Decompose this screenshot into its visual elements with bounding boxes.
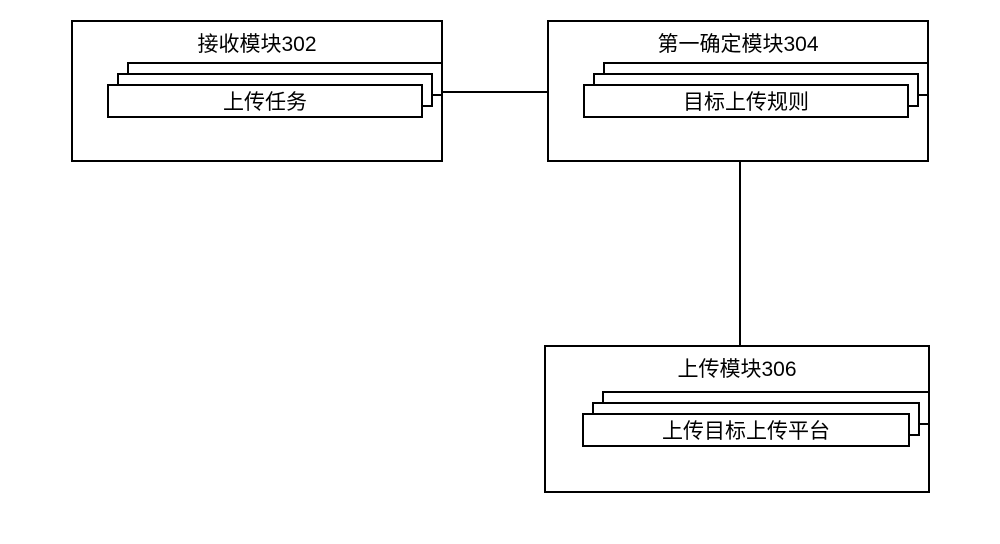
connector-determine-upload	[739, 162, 741, 345]
stack-layer-front: 上传任务	[107, 84, 423, 118]
module-upload: 上传模块306 上传目标上传平台	[544, 345, 930, 493]
stack-label: 上传任务	[223, 86, 307, 116]
module-receive-title: 接收模块302	[73, 28, 441, 58]
stack-layer-front: 上传目标上传平台	[582, 413, 910, 447]
module-upload-title: 上传模块306	[546, 353, 928, 383]
stack-layer-front: 目标上传规则	[583, 84, 909, 118]
module-determine: 第一确定模块304 目标上传规则	[547, 20, 929, 162]
module-upload-stack: 上传目标上传平台	[582, 391, 930, 461]
module-receive: 接收模块302 上传任务	[71, 20, 443, 162]
module-determine-title: 第一确定模块304	[549, 28, 927, 58]
stack-label: 目标上传规则	[683, 86, 809, 116]
connector-receive-determine	[443, 91, 547, 93]
module-receive-stack: 上传任务	[107, 62, 443, 132]
module-determine-stack: 目标上传规则	[583, 62, 929, 132]
stack-label: 上传目标上传平台	[662, 415, 830, 445]
